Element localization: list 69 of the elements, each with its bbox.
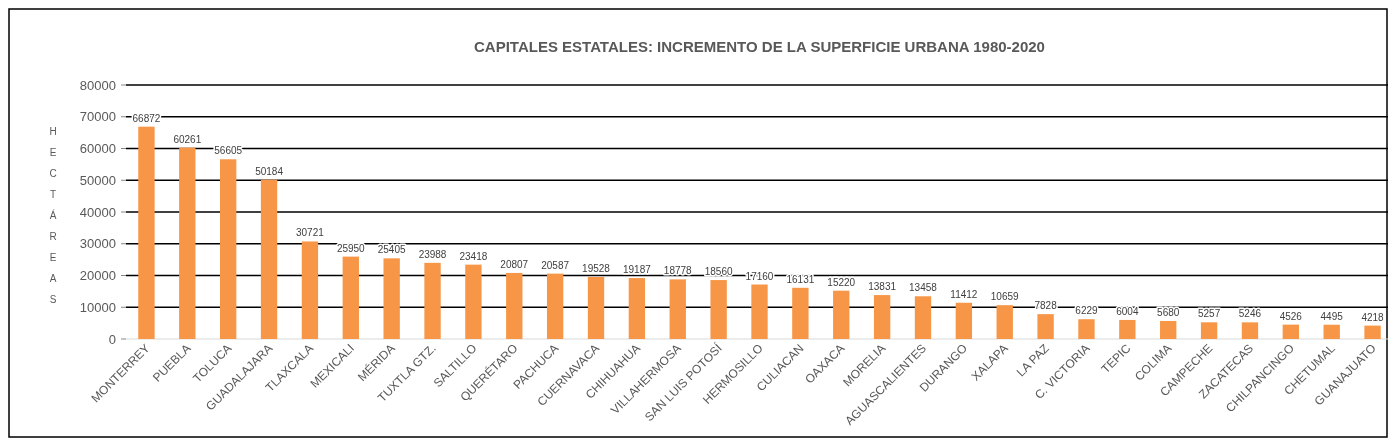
bar bbox=[628, 278, 646, 339]
data-label: 5257 bbox=[1197, 308, 1221, 320]
data-label: 25405 bbox=[377, 244, 406, 256]
data-label: 16131 bbox=[786, 273, 815, 285]
bar bbox=[792, 287, 809, 339]
chart-title: CAPITALES ESTATALES: INCREMENTO DE LA SUPERFICIE URBANA 1980-2020 bbox=[474, 38, 1045, 55]
y-tick-label: 60000 bbox=[79, 141, 116, 157]
y-tick-label: 0 bbox=[108, 331, 116, 347]
y-tick-label: 20000 bbox=[79, 268, 116, 284]
data-label: 25950 bbox=[336, 242, 366, 254]
y-tick-label: 40000 bbox=[79, 204, 116, 220]
bar bbox=[138, 126, 155, 339]
data-label: 20807 bbox=[500, 258, 529, 270]
y-tick-label: 30000 bbox=[79, 236, 116, 252]
y-tick-label: 70000 bbox=[79, 109, 116, 125]
bar bbox=[1078, 319, 1095, 339]
data-label: 11412 bbox=[950, 288, 978, 300]
bar bbox=[1200, 322, 1218, 339]
bar bbox=[260, 179, 278, 339]
bar bbox=[996, 305, 1013, 339]
data-label: 15220 bbox=[827, 276, 856, 288]
bar bbox=[1037, 314, 1054, 339]
bar bbox=[383, 258, 400, 339]
bar bbox=[220, 159, 237, 339]
bar bbox=[179, 147, 196, 339]
bar bbox=[301, 241, 319, 339]
bar bbox=[1364, 325, 1381, 339]
data-label: 10659 bbox=[990, 291, 1020, 303]
data-label: 13831 bbox=[868, 281, 897, 293]
data-label: 60261 bbox=[173, 133, 202, 145]
data-label: 23988 bbox=[418, 248, 447, 260]
bar bbox=[669, 279, 686, 339]
data-label: 13458 bbox=[909, 282, 938, 294]
data-label: 4526 bbox=[1279, 310, 1303, 322]
data-label: 5680 bbox=[1157, 306, 1180, 318]
y-tick-label: 80000 bbox=[79, 77, 116, 93]
bar bbox=[506, 272, 523, 339]
bar bbox=[873, 295, 891, 339]
bar bbox=[833, 290, 850, 339]
bar bbox=[1119, 319, 1136, 339]
text: HECTÁREAS bbox=[49, 126, 57, 305]
data-label: 23418 bbox=[459, 250, 488, 262]
bar bbox=[587, 277, 605, 339]
bar bbox=[342, 256, 359, 339]
bar bbox=[751, 284, 768, 339]
data-label: 4495 bbox=[1320, 310, 1344, 322]
y-tick-label: 50000 bbox=[79, 172, 116, 188]
bar bbox=[1282, 324, 1299, 339]
bar bbox=[1323, 324, 1340, 339]
data-label: 19187 bbox=[622, 264, 652, 276]
bar bbox=[465, 264, 482, 339]
bar bbox=[1241, 322, 1259, 339]
data-label: 20587 bbox=[541, 259, 570, 271]
bar bbox=[1160, 320, 1177, 339]
bar bbox=[955, 302, 973, 339]
y-tick-label: 10000 bbox=[79, 299, 116, 315]
data-label: 30721 bbox=[296, 227, 325, 239]
data-label: 6004 bbox=[1116, 305, 1139, 317]
data-label: 19528 bbox=[582, 263, 611, 274]
bar bbox=[424, 262, 441, 339]
data-label: 6229 bbox=[1075, 305, 1099, 317]
data-label: 50184 bbox=[255, 165, 284, 177]
data-label: 5246 bbox=[1238, 308, 1262, 320]
data-label: 4218 bbox=[1361, 311, 1385, 323]
bar bbox=[710, 280, 727, 339]
data-label: 18560 bbox=[704, 266, 733, 278]
bar bbox=[546, 273, 564, 339]
bar bbox=[914, 296, 932, 339]
data-label: 18778 bbox=[663, 265, 693, 277]
